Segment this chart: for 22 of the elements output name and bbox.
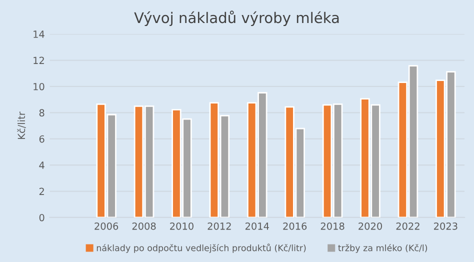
x-tick-label: 2010: [170, 222, 194, 230]
chart-title: Vývoj nákladů výroby mléka: [134, 10, 339, 26]
y-tick-label: 8: [39, 109, 44, 116]
x-tick-label: 2014: [245, 222, 269, 230]
legend-label: náklady po odpočtu vedlejších produktů (Kč/litr): [96, 244, 306, 253]
x-tick-label: 2012: [208, 222, 231, 230]
x-tick-label: 2022: [396, 222, 420, 230]
y-tick-label: 14: [34, 30, 44, 38]
legend-label: tržby za mléko (Kč/l): [338, 244, 428, 253]
x-tick-label: 2016: [283, 222, 307, 230]
y-tick-label: 2: [39, 188, 44, 195]
y-tick-label: 0: [39, 214, 44, 222]
y-axis-title: Kč/litr: [17, 112, 26, 139]
y-tick-label: 12: [34, 56, 44, 64]
x-tick-label: 2008: [132, 222, 156, 230]
y-tick-label: 4: [39, 162, 44, 169]
x-tick-label: 2023: [434, 222, 458, 230]
x-tick-label: 2020: [358, 222, 382, 230]
y-tick-label: 6: [39, 135, 44, 143]
x-tick-label: 2018: [320, 222, 344, 230]
x-tick-label: 2006: [94, 222, 118, 230]
y-tick-label: 10: [34, 82, 44, 90]
